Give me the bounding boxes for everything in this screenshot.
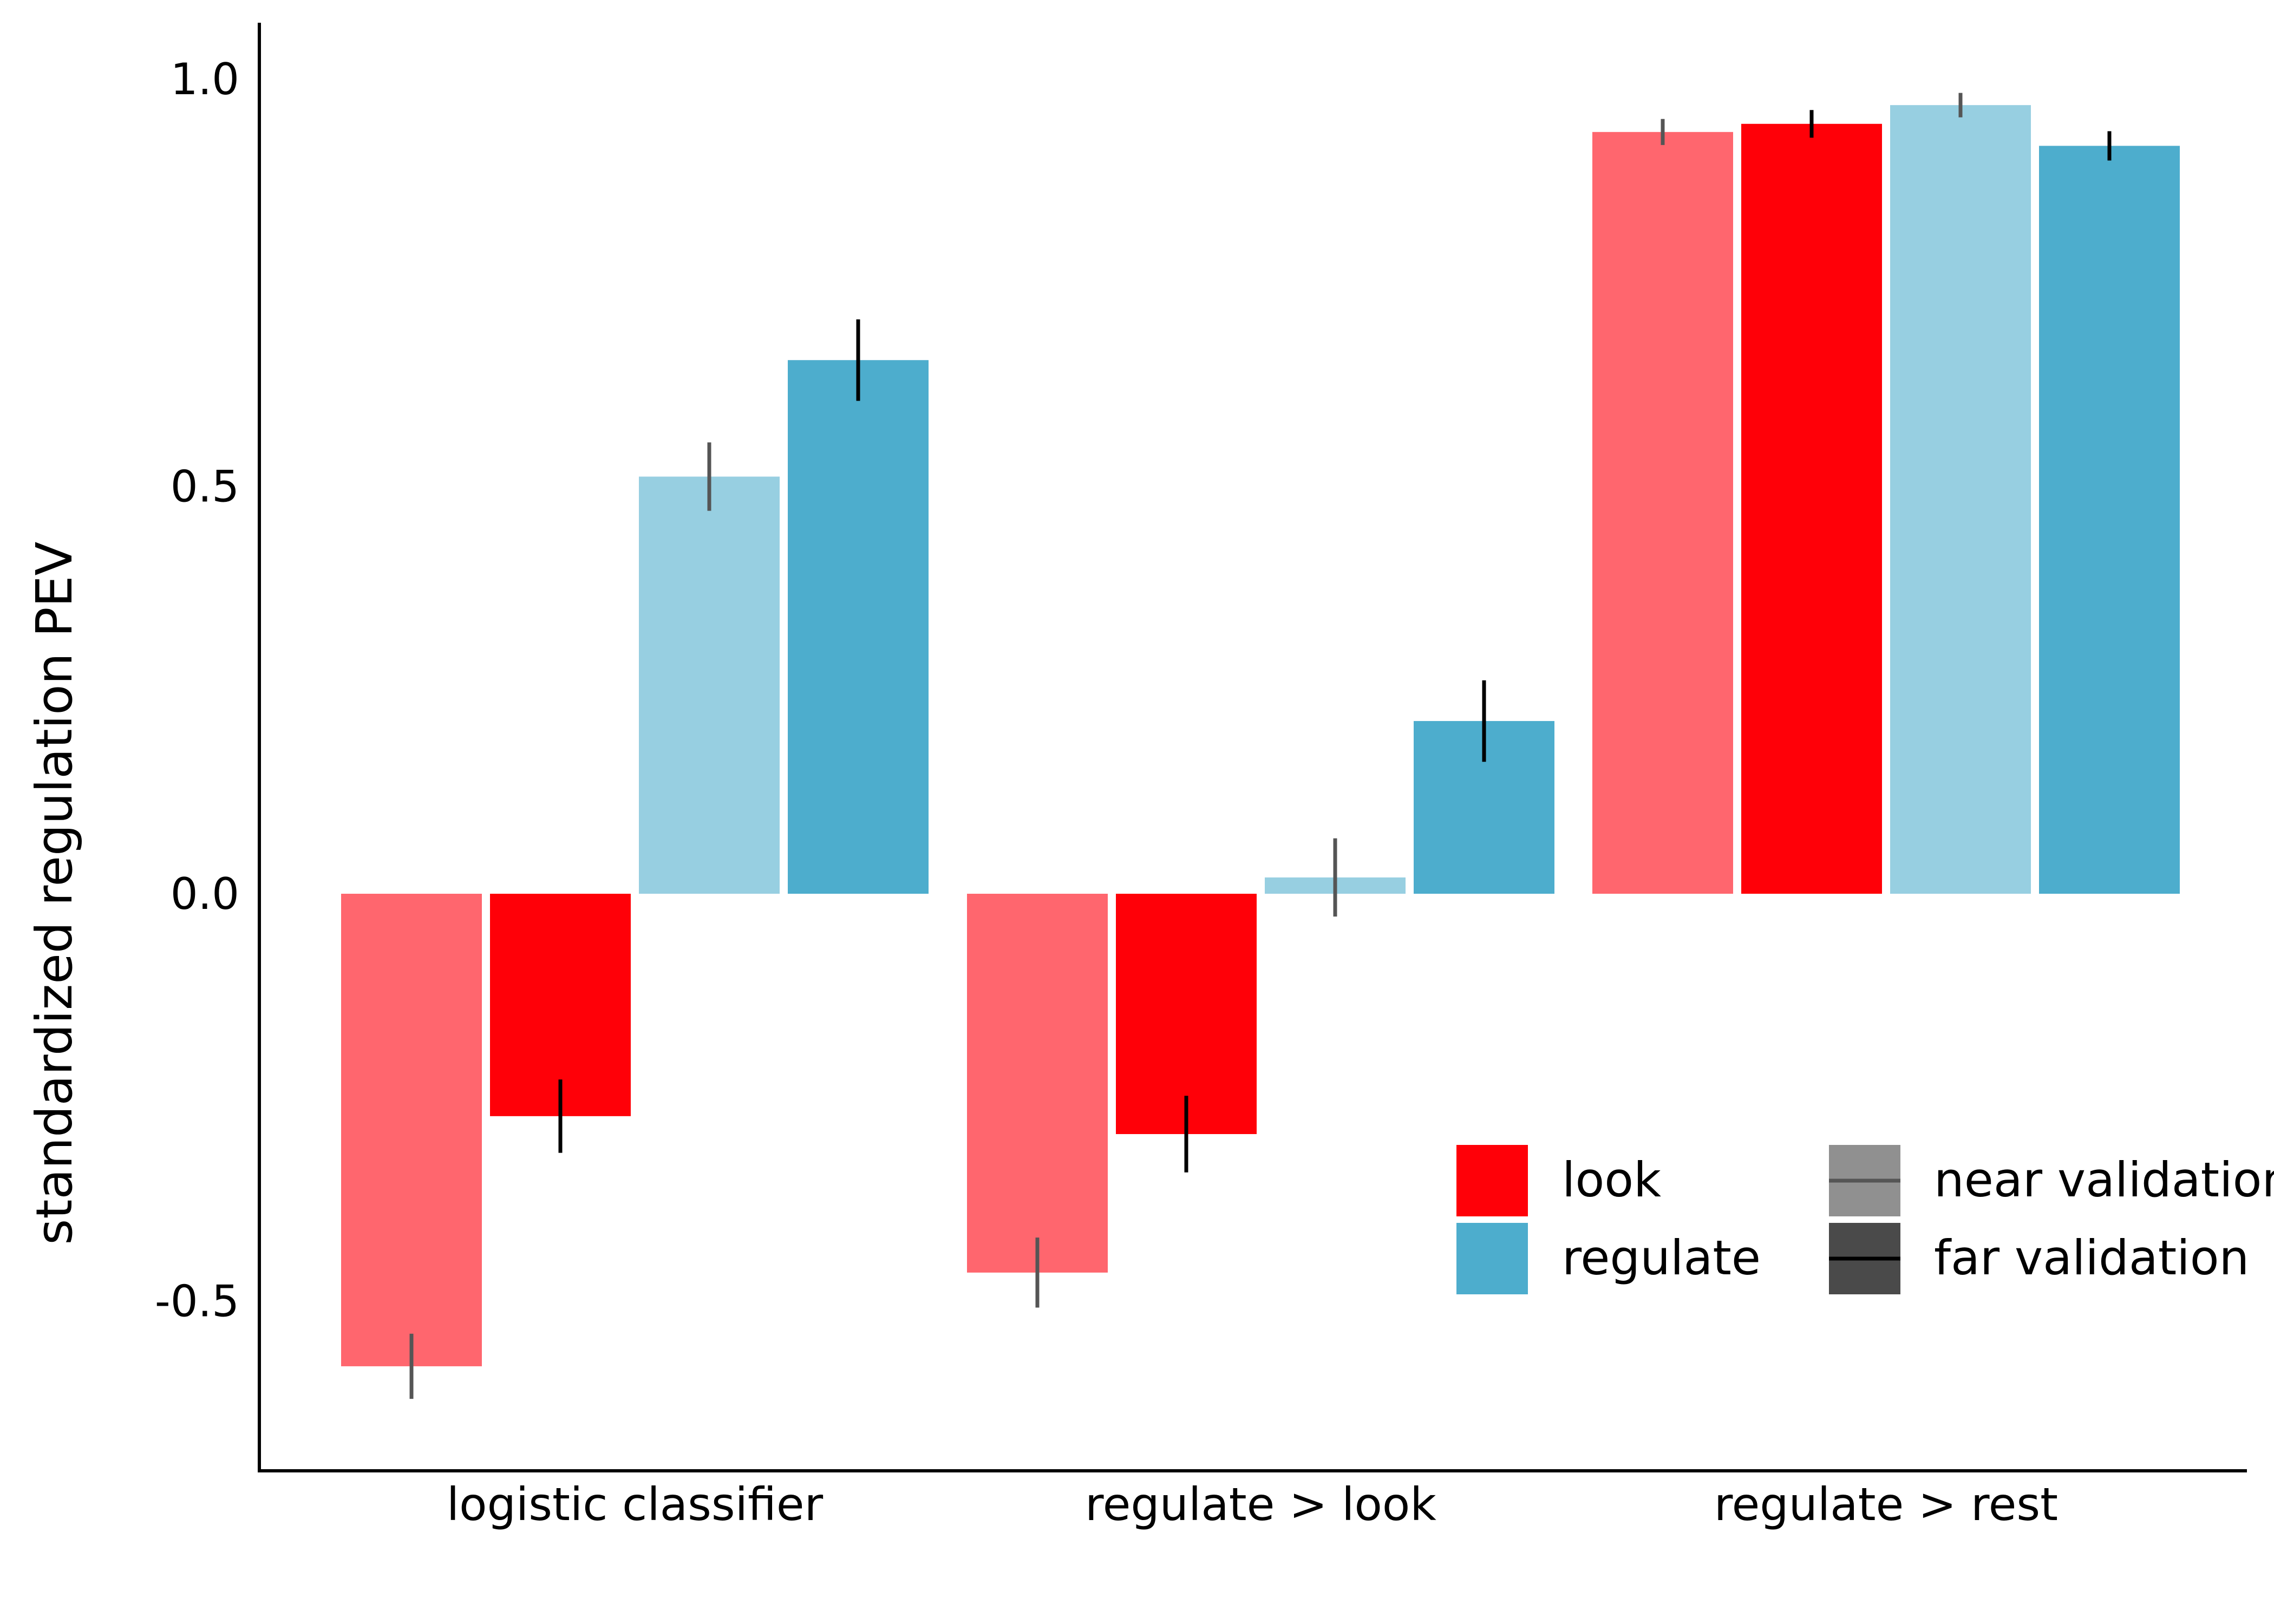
bar-look-near-2 bbox=[1592, 132, 1733, 894]
y-tick-label: 0.0 bbox=[171, 869, 239, 919]
x-category-label: regulate > rest bbox=[1714, 1478, 2058, 1531]
bar-look-near-1 bbox=[967, 894, 1108, 1273]
bars-layer bbox=[341, 105, 2180, 1366]
y-tick-label: 0.5 bbox=[171, 462, 239, 512]
legend-label-near-validation: near validation bbox=[1934, 1152, 2274, 1208]
y-tick-label: 1.0 bbox=[171, 54, 239, 104]
legend-swatch-look bbox=[1456, 1145, 1528, 1216]
bar-regulate-far-0 bbox=[788, 360, 929, 894]
legend-label-far-validation: far validation bbox=[1934, 1230, 2249, 1286]
bar-regulate-near-0 bbox=[639, 476, 780, 894]
legend: look regulate near validation far validatio… bbox=[1456, 1145, 2274, 1294]
legend-swatch-regulate bbox=[1456, 1223, 1528, 1294]
error-bars-layer bbox=[409, 93, 2112, 1399]
x-category-label: regulate > look bbox=[1085, 1478, 1436, 1531]
x-category-label: logistic classifier bbox=[447, 1478, 824, 1531]
bar-look-near-0 bbox=[341, 894, 482, 1366]
y-tick-labels: 1.0 0.5 0.0 -0.5 bbox=[155, 54, 239, 1327]
y-axis-title: standardized regulation PEV bbox=[25, 541, 83, 1245]
x-category-labels: logistic classifier regulate > look regula… bbox=[447, 1478, 2058, 1531]
bar-look-far-1 bbox=[1116, 894, 1257, 1134]
bar-look-far-2 bbox=[1741, 123, 1882, 894]
bar-regulate-far-2 bbox=[2039, 146, 2180, 894]
legend-label-look: look bbox=[1562, 1152, 1661, 1208]
bar-regulate-near-2 bbox=[1890, 105, 2031, 894]
y-tick-label: -0.5 bbox=[155, 1276, 239, 1327]
legend-label-regulate: regulate bbox=[1562, 1230, 1761, 1286]
bar-look-far-0 bbox=[490, 894, 631, 1116]
